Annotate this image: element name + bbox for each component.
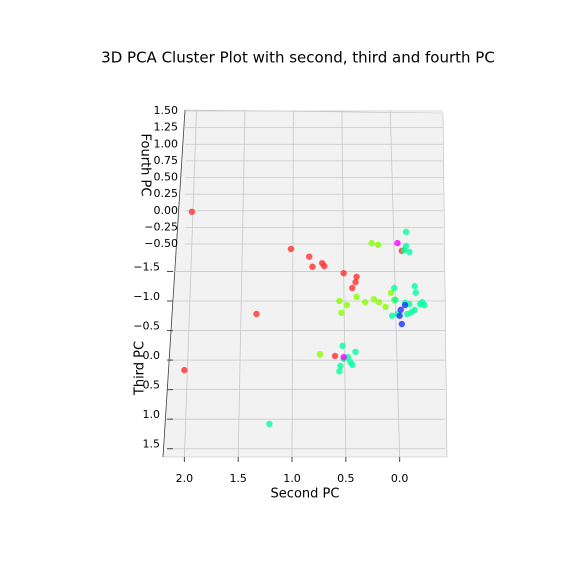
- x-tick-label: 1.0: [283, 472, 301, 485]
- point: [340, 270, 347, 277]
- point: [419, 298, 426, 306]
- point: [408, 309, 415, 316]
- point: [339, 342, 346, 350]
- point: [411, 283, 418, 290]
- z-tick-label: 0.00: [154, 204, 179, 217]
- x-tick-label: 0.5: [337, 472, 355, 485]
- point: [396, 312, 403, 319]
- grid-line: [341, 109, 347, 458]
- z-tick-label: −0.25: [144, 220, 178, 233]
- point: [412, 289, 419, 296]
- point: [400, 246, 408, 254]
- point: [382, 303, 389, 311]
- y-tick-label: −1.0: [133, 290, 160, 303]
- grid-line: [389, 109, 401, 458]
- point: [316, 350, 324, 358]
- point: [349, 284, 356, 292]
- point: [266, 420, 273, 428]
- point: [397, 306, 404, 314]
- grid-line: [237, 109, 246, 458]
- grid-line: [291, 109, 294, 458]
- point: [337, 362, 344, 370]
- point: [374, 241, 382, 249]
- point: [340, 353, 347, 361]
- point: [387, 289, 395, 296]
- point: [388, 312, 396, 319]
- y-axis-line: [162, 109, 186, 458]
- y-tick-label: 1.0: [143, 408, 161, 421]
- point: [336, 368, 343, 375]
- point: [181, 366, 188, 374]
- grid-line: [183, 109, 197, 458]
- z-tick-label: 1.50: [154, 104, 179, 117]
- pane: [162, 109, 448, 458]
- x-tick-label: 2.0: [176, 472, 194, 485]
- z-tick-label: −0.50: [144, 237, 178, 250]
- y-tick-label: 0.0: [143, 349, 161, 362]
- point: [338, 309, 345, 317]
- point: [398, 320, 405, 328]
- point: [331, 352, 339, 360]
- point: [353, 293, 360, 301]
- y-tick-label: −0.5: [133, 320, 160, 333]
- z-tick-label: 0.50: [154, 171, 179, 184]
- point: [402, 228, 410, 236]
- chart-title: 3D PCA Cluster Plot with second, third a…: [101, 49, 495, 67]
- z-tick-label: 1.00: [154, 137, 179, 150]
- point: [253, 310, 260, 318]
- point: [352, 278, 359, 286]
- x-tick-label: 1.5: [229, 472, 247, 485]
- point: [343, 301, 351, 309]
- point: [188, 208, 196, 215]
- point: [401, 301, 409, 309]
- point: [406, 248, 413, 256]
- point: [391, 284, 398, 292]
- y-tick-label: 1.5: [143, 438, 161, 451]
- x-tick-label: 0.0: [391, 472, 409, 485]
- x-axis-label: Second PC: [271, 487, 340, 502]
- point: [392, 296, 399, 304]
- point: [321, 262, 328, 270]
- point: [352, 348, 359, 356]
- z-tick-label: 1.25: [154, 121, 179, 134]
- point: [370, 296, 378, 303]
- y-axis-label: Third PC: [133, 341, 148, 396]
- y-tick-label: 0.5: [143, 379, 161, 392]
- point: [306, 253, 313, 260]
- point: [368, 239, 375, 247]
- point: [309, 263, 316, 270]
- point: [287, 245, 295, 253]
- point: [336, 297, 343, 305]
- point: [349, 361, 356, 369]
- z-axis-label: Fourth PC: [138, 134, 153, 197]
- point: [394, 239, 401, 247]
- point: [375, 298, 383, 306]
- point: [361, 298, 369, 306]
- point: [353, 273, 360, 280]
- y-tick-label: −1.5: [133, 260, 160, 273]
- z-tick-label: 0.25: [154, 187, 179, 200]
- z-tick-label: 0.75: [154, 154, 179, 167]
